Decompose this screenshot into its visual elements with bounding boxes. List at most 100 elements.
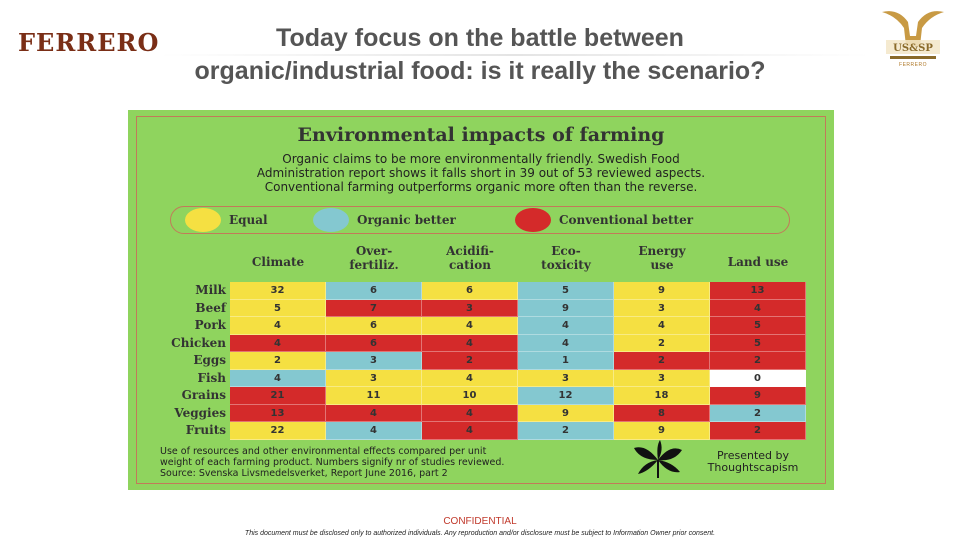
table-cell: 2 (614, 334, 710, 352)
table-cell: 2 (518, 422, 614, 440)
row-label: Fruits (185, 423, 226, 437)
column-header-line-2: toxicity (541, 258, 591, 272)
confidential-label: CONFIDENTIAL (443, 516, 517, 527)
table-cell: 0 (710, 369, 806, 387)
table-cell: 9 (518, 404, 614, 422)
table-cell: 4 (422, 317, 518, 335)
table-cell: 13 (230, 404, 326, 422)
legend-item-conventional-better: Conventional better (515, 207, 693, 233)
table-cell: 5 (710, 317, 806, 335)
column-header: Energy use (614, 244, 710, 272)
table-cell: 4 (230, 369, 326, 387)
legend-label-equal: Equal (229, 213, 268, 227)
column-header-line-2: fertiliz. (349, 258, 399, 272)
table-cell: 21 (230, 387, 326, 405)
table-cell: 3 (614, 369, 710, 387)
table-cell: 9 (518, 299, 614, 317)
row-label: Chicken (171, 335, 226, 350)
presented-by-line-1: Presented by (716, 449, 789, 462)
partner-logo-emblem-icon: US&SP (882, 11, 944, 59)
column-header-line-2: cation (449, 258, 491, 272)
table-cell: 4 (422, 404, 518, 422)
table-cell: 3 (518, 369, 614, 387)
legend-swatch-organic-better (313, 208, 349, 232)
legend-label-organic-better: Organic better (357, 213, 456, 227)
thoughtscapism-leaf-icon (634, 440, 682, 478)
table-cell: 6 (326, 282, 422, 300)
column-header-line-1: Climate (251, 255, 305, 269)
legend-swatch-conventional-better (515, 208, 551, 232)
ferrero-logo: FERRERO (18, 28, 160, 57)
partner-logo-subtext: FERRERO (899, 62, 927, 68)
row-label: Eggs (193, 353, 226, 367)
table-cell: 4 (230, 317, 326, 335)
partner-logo: US&SP FERRERO (878, 6, 948, 70)
header-divider (160, 54, 870, 56)
farming-infographic: Environmental impacts of farming Organic… (128, 110, 834, 490)
table-cell: 5 (518, 282, 614, 300)
disclaimer-text: This document must be disclosed only to … (244, 530, 716, 537)
footnote-line: Use of resources and other environmental… (160, 446, 487, 457)
table-cell: 4 (422, 422, 518, 440)
footnote-line: Source: Svenska Livsmedelsverket, Report… (160, 468, 448, 479)
row-label: Beef (195, 300, 226, 315)
presented-by: Presented by Thoughtscapism (630, 440, 820, 480)
table-cell: 4 (326, 422, 422, 440)
table-cell: 11 (326, 387, 422, 405)
table-cell: 7 (326, 299, 422, 317)
slide-title-line-2: organic/industrial food: is it really th… (194, 57, 766, 85)
table-cell: 4 (422, 334, 518, 352)
table-cell: 8 (614, 404, 710, 422)
column-header-line-1: Energy (638, 244, 686, 258)
table-cell: 4 (518, 334, 614, 352)
table-cell: 9 (614, 282, 710, 300)
table-cell: 9 (614, 422, 710, 440)
column-header-line-1: Over- (355, 244, 393, 258)
table-cell: 1 (518, 352, 614, 370)
slide-title: Today focus on the battle between organi… (130, 22, 830, 88)
row-label: Pork (194, 318, 226, 332)
partner-logo-text: US&SP (893, 43, 933, 54)
presented-by-line-2: Thoughtscapism (707, 461, 799, 474)
table-cell: 6 (326, 334, 422, 352)
intro-line: Conventional farming outperforms organic… (264, 180, 698, 194)
table-cell: 5 (230, 299, 326, 317)
table-cell: 9 (710, 387, 806, 405)
column-header-line-1: Land use (727, 255, 789, 269)
legend: Equal Organic better Conventional better (170, 206, 790, 234)
intro-line: Organic claims to be more environmentall… (282, 152, 680, 166)
column-header: Acidifi-cation (422, 244, 518, 272)
table-cell: 2 (230, 352, 326, 370)
table-cell: 32 (230, 282, 326, 300)
table-cell: 4 (326, 404, 422, 422)
column-header-line-1: Acidifi- (446, 244, 494, 258)
table-cell: 12 (518, 387, 614, 405)
table-cell: 2 (710, 352, 806, 370)
legend-swatch-equal (185, 208, 221, 232)
infographic-title: Environmental impacts of farming (297, 124, 665, 146)
column-header-line-1: Eco- (551, 244, 581, 258)
row-label: Milk (195, 283, 226, 297)
footnote-line: weight of each farming product. Numbers … (160, 457, 505, 468)
row-label: Veggies (174, 405, 226, 420)
table-cell: 4 (710, 299, 806, 317)
table-cell: 18 (614, 387, 710, 405)
table-cell: 6 (326, 317, 422, 335)
table-cell: 6 (422, 282, 518, 300)
row-label: Grains (181, 388, 226, 402)
intro-line: Administration report shows it falls sho… (256, 166, 706, 180)
column-header: Over-fertiliz. (326, 244, 422, 272)
legend-item-equal: Equal (185, 207, 268, 233)
table-cell: 3 (326, 352, 422, 370)
column-header: Land use (710, 255, 806, 269)
column-header: Eco-toxicity (518, 244, 614, 272)
table-cell: 3 (422, 299, 518, 317)
table-cell: 22 (230, 422, 326, 440)
infographic-intro: Organic claims to be more environmentall… (158, 152, 804, 194)
infographic-footnote: Use of resources and other environmental… (160, 446, 630, 479)
table-cell: 4 (422, 369, 518, 387)
table-cell: 2 (614, 352, 710, 370)
table-cell: 4 (230, 334, 326, 352)
table-cell: 10 (422, 387, 518, 405)
table-cell: 3 (614, 299, 710, 317)
